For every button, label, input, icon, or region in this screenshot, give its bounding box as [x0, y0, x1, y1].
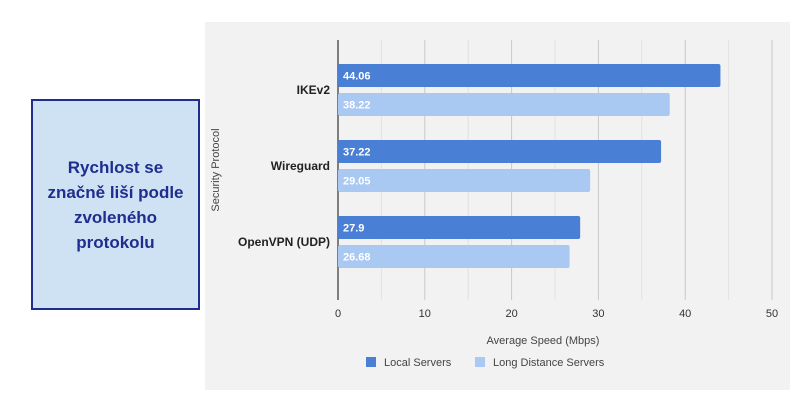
bar-long-distance-servers	[338, 169, 591, 192]
labels: 0 10 20 30 40 50 IKEv2 44.06 38.22 Wireguard 37.22…	[210, 71, 778, 348]
x-tick-label: 0	[335, 308, 341, 320]
category-label: Wireguard	[271, 159, 330, 173]
callout-text: Rychlost se značně liší podle zvoleného …	[47, 157, 184, 252]
chart-panel: 0 10 20 30 40 50 IKEv2 44.06 38.22 Wireguard 37.22…	[205, 22, 790, 390]
bar-long-distance-servers	[338, 93, 670, 116]
x-tick-label: 30	[592, 308, 604, 320]
bar-local-servers	[338, 140, 662, 163]
x-tick-label: 50	[766, 308, 778, 320]
bar-value-label: 44.06	[343, 71, 371, 83]
category-label: IKEv2	[297, 83, 331, 97]
bar-local-servers	[338, 216, 581, 239]
y-axis-title: Security Protocol	[210, 128, 222, 211]
bar-local-servers	[338, 64, 721, 87]
bar-value-label: 37.22	[343, 147, 371, 159]
bar-value-label: 29.05	[343, 176, 371, 188]
category-label: OpenVPN (UDP)	[238, 235, 330, 249]
bars	[338, 64, 721, 268]
x-tick-label: 40	[679, 308, 691, 320]
legend-long-distance-servers-swatch	[475, 357, 485, 367]
bar-value-label: 26.68	[343, 252, 371, 264]
bar-value-label: 38.22	[343, 100, 371, 112]
legend-local-servers-label: Local Servers	[384, 357, 452, 369]
x-axis-title: Average Speed (Mbps)	[487, 335, 600, 347]
x-tick-label: 20	[505, 308, 517, 320]
bar-value-label: 27.9	[343, 223, 364, 235]
legend-local-servers-swatch	[366, 357, 376, 367]
x-tick-label: 10	[419, 308, 431, 320]
callout-box: Rychlost se značně liší podle zvoleného …	[31, 99, 200, 310]
legend-long-distance-servers-label: Long Distance Servers	[493, 357, 605, 369]
bar-chart: 0 10 20 30 40 50 IKEv2 44.06 38.22 Wireguard 37.22…	[210, 40, 778, 369]
legend: Local Servers Long Distance Servers	[366, 357, 605, 369]
bar-long-distance-servers	[338, 245, 570, 268]
